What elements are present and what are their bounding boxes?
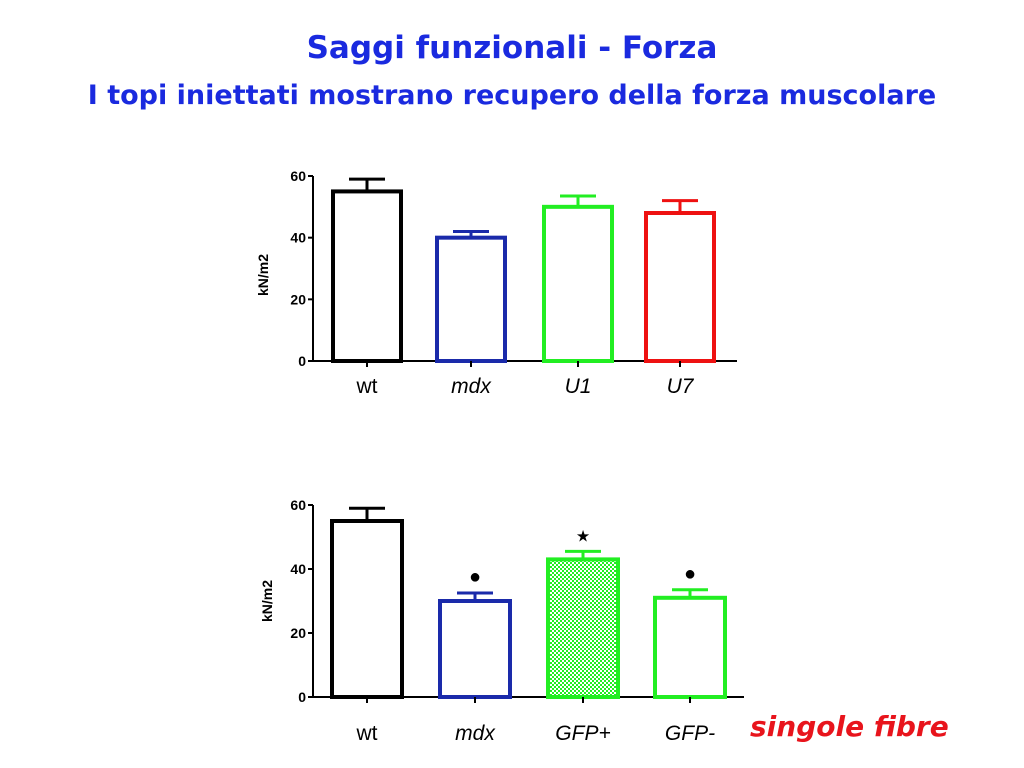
significance-marker: ● [469, 566, 481, 588]
y-tick-label: 40 [290, 230, 306, 246]
bar-mdx [438, 599, 512, 699]
bar-wt [331, 189, 403, 363]
bar-u7 [644, 211, 716, 363]
significance-marker: ● [684, 563, 696, 585]
y-tick-label: 20 [290, 625, 306, 641]
category-label: GFP+ [555, 722, 610, 745]
y-axis-label: kN/m2 [255, 254, 271, 296]
muscle-force-chart: 0 20 40 60 kN/m2 wt mdx U1 U7 [255, 168, 737, 398]
y-tick-label: 20 [290, 291, 306, 307]
category-label: U1 [565, 375, 592, 398]
y-tick-label: 0 [298, 353, 306, 369]
y-tick-label: 60 [290, 168, 306, 184]
slide-subtitle: I topi iniettati mostrano recupero della… [87, 80, 937, 111]
significance-marker: ★ [576, 528, 590, 545]
category-label: mdx [455, 722, 496, 745]
y-tick-label: 40 [290, 561, 306, 577]
slide-title: Saggi funzionali - Forza [306, 30, 718, 66]
single-fibres-note: singole fibre [750, 710, 949, 743]
y-tick-label: 0 [298, 689, 306, 705]
category-label: mdx [451, 375, 492, 398]
single-fibre-force-chart: 0 20 40 60 kN/m2 wt mdx ● GFP+ ★ GFP- ● [259, 497, 744, 745]
y-tick-label: 60 [290, 497, 306, 513]
bar-wt [330, 519, 404, 699]
category-label: wt [356, 722, 378, 745]
category-label: GFP- [665, 722, 715, 745]
y-axis-label: kN/m2 [259, 580, 275, 622]
category-label: U7 [667, 375, 695, 398]
bar-u1 [542, 204, 614, 363]
bar-gfp- [546, 557, 620, 700]
bar-gfp- [653, 595, 727, 699]
bar-mdx [435, 235, 507, 364]
category-label: wt [356, 375, 378, 398]
